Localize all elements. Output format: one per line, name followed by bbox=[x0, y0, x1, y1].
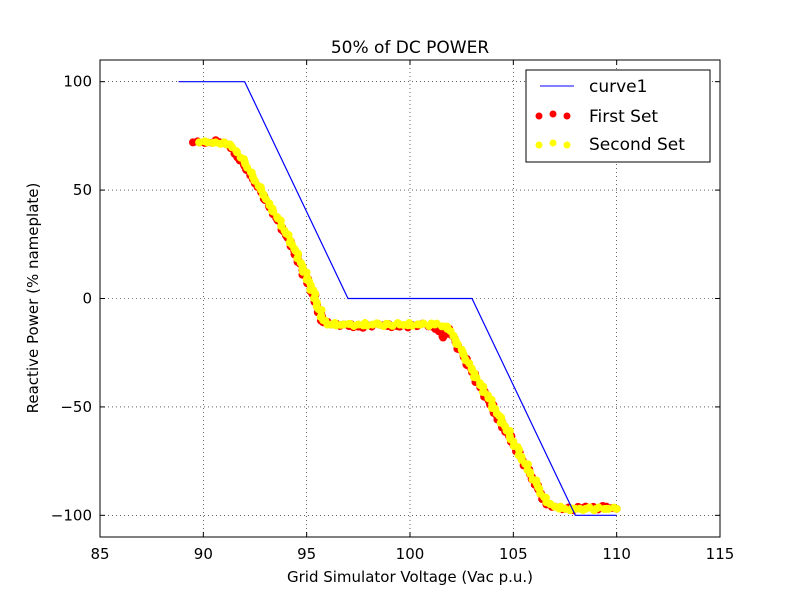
x-tick-label: 110 bbox=[602, 545, 631, 563]
x-axis-label: Grid Simulator Voltage (Vac p.u.) bbox=[287, 568, 533, 586]
tick-layer: 85 90 95 100 105 110 115 −100 −50 0 50 100 bbox=[51, 60, 735, 563]
legend-swatch-second-set-1 bbox=[535, 141, 543, 149]
legend-swatch-second-set-3 bbox=[563, 141, 571, 149]
x-tick-label: 105 bbox=[499, 545, 528, 563]
x-tick-label: 85 bbox=[90, 545, 109, 563]
legend: curve1 First Set Second Set bbox=[525, 69, 711, 163]
y-tick-label: −100 bbox=[51, 506, 92, 524]
legend-label-first-set: First Set bbox=[589, 107, 658, 127]
series-curve1-line bbox=[178, 81, 617, 516]
legend-swatch-first-set-3 bbox=[563, 112, 571, 120]
legend-label-second-set: Second Set bbox=[589, 135, 685, 155]
legend-box bbox=[525, 69, 711, 163]
chart-title: 50% of DC POWER bbox=[331, 38, 490, 58]
x-tick-label: 100 bbox=[396, 545, 425, 563]
x-tick-label: 90 bbox=[194, 545, 213, 563]
y-tick-label: 50 bbox=[73, 181, 92, 199]
y-tick-label: 0 bbox=[82, 290, 92, 308]
y-tick-label: 100 bbox=[63, 73, 92, 91]
legend-swatch-second-set-2 bbox=[549, 139, 557, 147]
series-second-set bbox=[195, 137, 621, 515]
legend-swatch-first-set-1 bbox=[535, 112, 543, 120]
series-layer bbox=[178, 81, 621, 516]
x-tick-label: 115 bbox=[706, 545, 735, 563]
y-axis-label: Reactive Power (% nameplate) bbox=[24, 183, 42, 414]
point-second-set bbox=[612, 504, 621, 513]
legend-label-curve1: curve1 bbox=[589, 77, 647, 97]
y-tick-label: −50 bbox=[60, 398, 92, 416]
x-tick-label: 95 bbox=[297, 545, 316, 563]
legend-swatch-first-set-2 bbox=[549, 110, 557, 118]
